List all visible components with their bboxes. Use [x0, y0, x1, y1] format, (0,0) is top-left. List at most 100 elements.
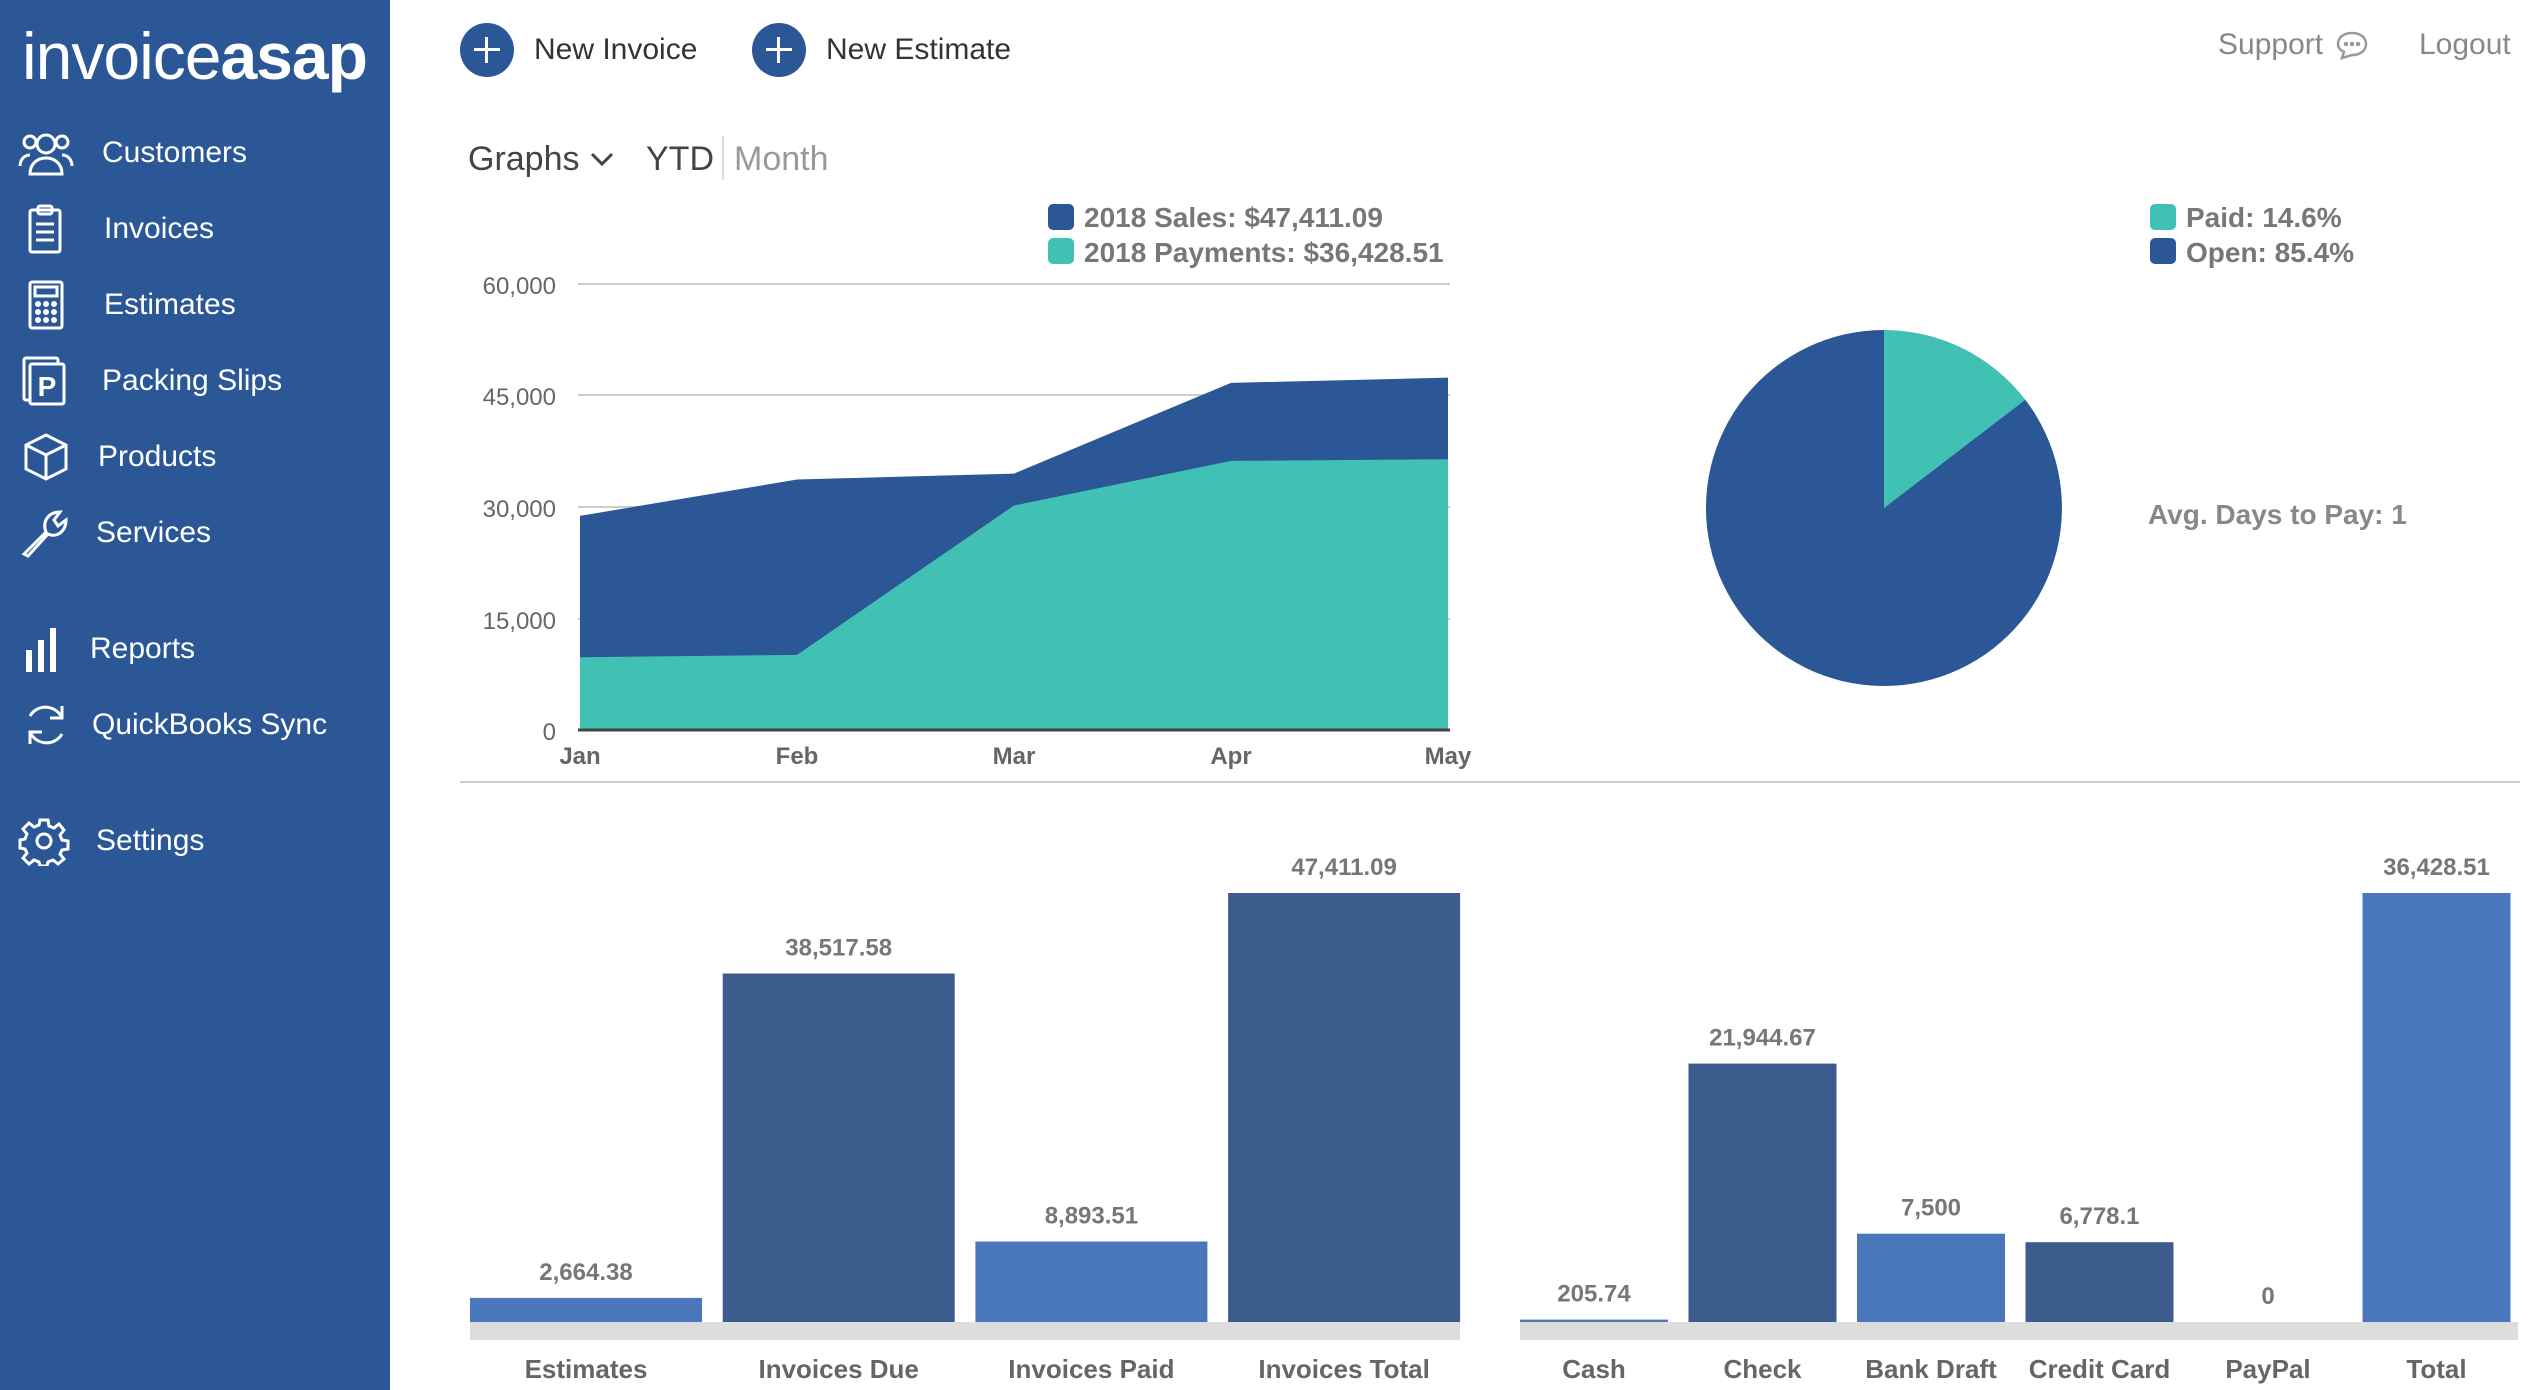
bar-credit-card: [2025, 1242, 2174, 1322]
app-logo[interactable]: invoiceasap: [22, 18, 368, 94]
pie-slice-open: [1705, 330, 2062, 686]
new-estimate-button[interactable]: New Estimate: [752, 22, 1011, 78]
svg-text:P: P: [38, 371, 57, 402]
sidebar-item-settings[interactable]: Settings: [0, 810, 390, 872]
sidebar-item-invoices[interactable]: Invoices: [0, 198, 390, 260]
sidebar-item-label: Services: [96, 516, 212, 549]
bar-estimates: [470, 1297, 702, 1322]
sidebar-item-label: Invoices: [104, 212, 215, 245]
bar-value-label: 2,664.38: [539, 1259, 632, 1286]
bar-category-label: Cash: [1562, 1354, 1626, 1384]
plus-circle-icon: [752, 23, 806, 77]
bar-check: [1688, 1063, 1837, 1322]
legend-swatch-payments: [1048, 238, 1074, 264]
x-tick-label: Apr: [1210, 743, 1251, 770]
sidebar-item-label: Products: [98, 440, 217, 473]
bar-chart-icon: [26, 628, 56, 672]
sidebar-item-label: Settings: [96, 824, 205, 857]
sidebar-item-label: Reports: [90, 632, 196, 665]
bar-category-label: Invoices Paid: [1008, 1354, 1174, 1384]
invoice-totals-bar-chart: 2,664.38 Estimates 38,517.58 Invoices Due 8,…: [470, 854, 1461, 1384]
sidebar-item-services[interactable]: Services: [0, 502, 390, 564]
bar-baseline: [470, 1322, 1460, 1340]
bar-value-label: 0: [2261, 1283, 2274, 1310]
new-estimate-label: New Estimate: [826, 33, 1012, 66]
bar-invoices-paid: [975, 1241, 1208, 1322]
sidebar-item-packing-slips[interactable]: P Packing Slips: [0, 350, 390, 412]
bar-category-label: Invoices Total: [1258, 1354, 1429, 1384]
y-tick-label: 0: [543, 719, 556, 746]
y-tick-label: 15,000: [483, 608, 556, 635]
bar-value-label: 205.74: [1557, 1281, 1631, 1308]
tab-divider: [722, 136, 724, 180]
bar-category-label: Total: [2406, 1354, 2466, 1384]
sidebar-item-quickbooks-sync[interactable]: QuickBooks Sync: [0, 694, 390, 756]
wrench-icon: [21, 510, 68, 558]
legend-label-payments: 2018 Payments: $36,428.51: [1084, 237, 1444, 268]
graphs-dropdown[interactable]: Graphs: [468, 140, 615, 179]
legend-swatch-sales: [1048, 204, 1074, 230]
bar-invoices-total: [1228, 893, 1461, 1322]
new-invoice-button[interactable]: New Invoice: [460, 22, 697, 78]
calculator-icon: [28, 280, 64, 330]
bar-category-label: Invoices Due: [758, 1354, 918, 1384]
sidebar-item-label: QuickBooks Sync: [92, 708, 328, 741]
sidebar: invoiceasap Customers Invoices Estimates…: [0, 0, 390, 1390]
logo-light-text: invoice: [22, 19, 221, 93]
chat-bubble-icon: [2337, 31, 2368, 60]
month-tab[interactable]: Month: [734, 140, 829, 178]
sidebar-item-customers[interactable]: Customers: [0, 122, 390, 184]
packing-slip-icon: P: [22, 356, 66, 406]
bar-baseline: [1520, 1322, 2518, 1340]
support-label: Support: [2218, 28, 2324, 61]
avg-days-to-pay: Avg. Days to Pay: 1: [2148, 499, 2407, 530]
sidebar-item-products[interactable]: Products: [0, 426, 390, 488]
bar-value-label: 8,893.51: [1045, 1203, 1138, 1230]
legend-label-paid: Paid: 14.6%: [2186, 202, 2342, 233]
bar-cash: [1520, 1319, 1668, 1322]
y-tick-label: 60,000: [483, 273, 556, 300]
customers-icon: [18, 133, 74, 176]
bar-total: [2362, 893, 2511, 1322]
sidebar-item-label: Estimates: [104, 288, 236, 321]
y-tick-label: 45,000: [483, 384, 556, 411]
bar-value-label: 36,428.51: [2383, 854, 2490, 881]
sync-icon: [28, 705, 64, 745]
bar-category-label: Bank Draft: [1865, 1354, 1997, 1384]
area-series-payments: [580, 459, 1448, 730]
bar-value-label: 47,411.09: [1291, 854, 1396, 881]
bar-category-label: Estimates: [525, 1354, 648, 1384]
sidebar-item-reports[interactable]: Reports: [0, 618, 390, 680]
chevron-down-icon: [590, 152, 614, 167]
box-icon: [24, 433, 68, 481]
graphs-label: Graphs: [468, 140, 580, 178]
y-tick-label: 30,000: [483, 496, 556, 523]
payment-methods-bar-chart: 205.74 Cash 21,944.67 Check 7,500 Bank Draft 6…: [1520, 854, 2518, 1384]
logo-bold-text: asap: [220, 19, 367, 93]
bar-value-label: 6,778.1: [2059, 1203, 2139, 1230]
bar-category-label: PayPal: [2225, 1354, 2310, 1384]
bar-invoices-due: [722, 973, 955, 1322]
paid-open-pie-chart: Paid: 14.6% Open: 85.4% Avg. Days to Pay…: [1705, 202, 2407, 686]
x-tick-label: May: [1425, 743, 1472, 770]
support-link[interactable]: Support: [2218, 28, 2369, 62]
sidebar-item-estimates[interactable]: Estimates: [0, 274, 390, 336]
sidebar-item-label: Packing Slips: [102, 364, 283, 397]
logout-link[interactable]: Logout: [2419, 28, 2511, 61]
invoices-icon: [28, 204, 62, 254]
bar-category-label: Credit Card: [2029, 1354, 2171, 1384]
bar-value-label: 21,944.67: [1709, 1025, 1816, 1052]
legend-label-open: Open: 85.4%: [2186, 237, 2354, 268]
sales-payments-area-chart: 60,000 45,000 30,000 15,000 0 Jan Feb Ma…: [483, 202, 1472, 770]
legend-swatch-open: [2150, 238, 2176, 264]
x-tick-label: Mar: [993, 743, 1036, 770]
bar-value-label: 38,517.58: [785, 935, 892, 962]
legend-label-sales: 2018 Sales: $47,411.09: [1084, 202, 1383, 233]
x-tick-label: Jan: [559, 743, 600, 770]
sidebar-item-label: Customers: [102, 136, 248, 169]
gear-icon: [18, 818, 70, 866]
x-tick-label: Feb: [776, 743, 819, 770]
bar-bank-draft: [1857, 1233, 2005, 1322]
ytd-tab[interactable]: YTD: [646, 140, 714, 178]
